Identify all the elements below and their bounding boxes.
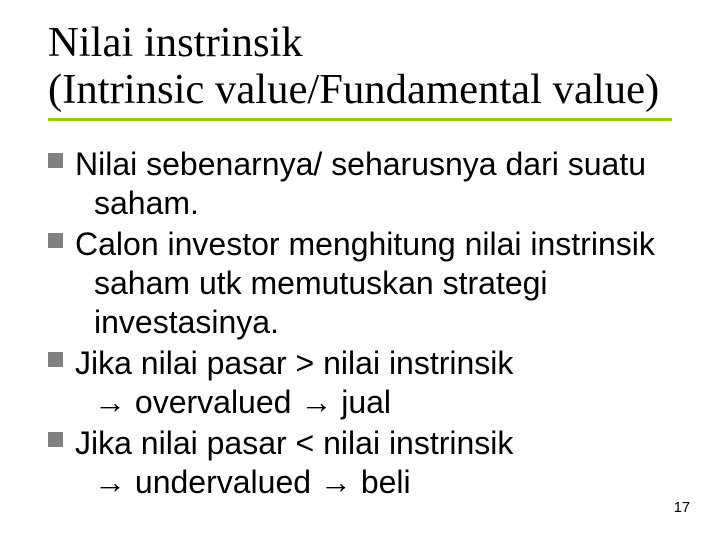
square-bullet-icon <box>48 352 63 367</box>
list-item: Jika nilai pasar < nilai instrinsik → un… <box>48 424 672 502</box>
title-line-2: (Intrinsic value/Fundamental value) <box>48 67 672 114</box>
bullet-text: Jika nilai pasar > nilai instrinsik <box>75 344 672 383</box>
bullet-continuation: → overvalued → jual <box>94 383 672 422</box>
list-item: Jika nilai pasar > nilai instrinsik → ov… <box>48 344 672 422</box>
slide-title: Nilai instrinsik (Intrinsic value/Fundam… <box>48 20 672 121</box>
title-line-1: Nilai instrinsik <box>48 20 672 67</box>
bullet-continuation: saham utk memutuskan strategi investasin… <box>94 264 672 342</box>
bullet-text: Calon investor menghitung nilai instrins… <box>75 225 672 264</box>
bullet-list: Nilai sebenarnya/ seharusnya dari suatu … <box>48 145 672 502</box>
bullet-continuation: saham. <box>94 184 672 223</box>
bullet-continuation: → undervalued → beli <box>94 463 672 502</box>
list-item: Calon investor menghitung nilai instrins… <box>48 225 672 342</box>
list-item: Nilai sebenarnya/ seharusnya dari suatu … <box>48 145 672 223</box>
bullet-text: Jika nilai pasar < nilai instrinsik <box>75 424 672 463</box>
page-number: 17 <box>674 500 690 516</box>
square-bullet-icon <box>48 153 63 168</box>
square-bullet-icon <box>48 432 63 447</box>
square-bullet-icon <box>48 233 63 248</box>
bullet-text: Nilai sebenarnya/ seharusnya dari suatu <box>75 145 672 184</box>
slide: Nilai instrinsik (Intrinsic value/Fundam… <box>0 0 720 540</box>
